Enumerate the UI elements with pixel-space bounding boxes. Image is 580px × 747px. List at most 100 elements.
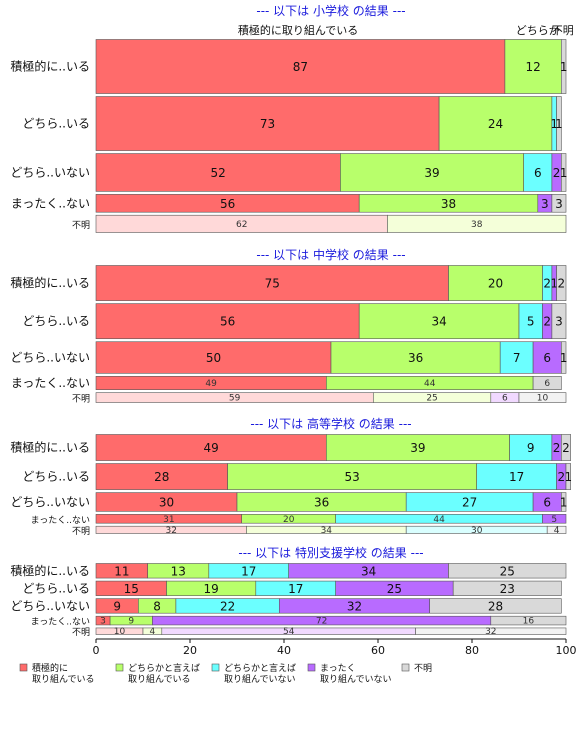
data-label: 1 [560, 351, 568, 365]
category-label: まったく..ない [11, 196, 90, 210]
data-label: 32 [485, 627, 496, 637]
data-label: 17 [288, 582, 303, 596]
data-label: 52 [211, 166, 226, 180]
bar-segment [95, 39, 506, 94]
data-label: 9 [113, 599, 121, 613]
bar-segment [452, 580, 562, 596]
category-label: 積極的に..いる [10, 440, 90, 455]
data-label: 72 [316, 617, 327, 627]
legend-swatch [211, 663, 220, 672]
data-label: 39 [424, 166, 439, 180]
category-label: どちら..いない [10, 495, 90, 509]
panel-title-2: --- 以下は 高等学校 の結果 --- [250, 416, 411, 431]
data-label: 20 [488, 277, 503, 291]
data-label: 20 [283, 515, 295, 525]
data-label: 23 [500, 582, 515, 596]
x-tick-label: 60 [371, 644, 385, 657]
data-label: 62 [236, 220, 247, 230]
data-label: 25 [387, 582, 402, 596]
legend-label: まったく [320, 663, 356, 674]
data-label: 19 [204, 582, 219, 596]
data-label: 56 [220, 197, 235, 211]
legend-label: どちらかと言えば [128, 662, 200, 674]
data-label: 59 [229, 394, 241, 404]
data-label: 9 [527, 441, 535, 455]
data-label: 32 [347, 599, 362, 613]
data-label: 6 [502, 394, 508, 404]
data-label: 7 [513, 351, 521, 365]
bar-segment [95, 434, 327, 461]
bar-segment [542, 514, 567, 524]
data-label: 25 [426, 394, 437, 404]
top-annotation: どちらか [516, 24, 560, 37]
data-label: 5 [527, 315, 535, 329]
data-label: 44 [424, 379, 436, 389]
data-label: 10 [537, 394, 549, 404]
category-label: どちら..いる [22, 314, 90, 328]
bar-segment [490, 615, 567, 626]
category-label: どちら..いる [22, 581, 90, 595]
data-label: 1 [555, 117, 563, 131]
data-label: 6 [543, 351, 551, 365]
bar-segment [330, 341, 501, 374]
data-label: 30 [471, 526, 483, 536]
bar-segment [556, 96, 562, 151]
data-label: 34 [431, 315, 446, 329]
data-label: 28 [488, 599, 503, 613]
data-label: 24 [488, 117, 503, 131]
data-label: 6 [534, 166, 542, 180]
data-label: 3 [555, 315, 563, 329]
data-label: 17 [241, 564, 256, 578]
category-label: 不明 [72, 220, 90, 231]
bar-segment [476, 463, 557, 490]
bar-segment [95, 153, 341, 192]
data-label: 49 [204, 441, 219, 455]
legend-label: 取り組んでいない [320, 673, 392, 685]
data-label: 3 [541, 197, 549, 211]
bar-segment [504, 39, 562, 94]
data-label: 6 [544, 379, 550, 389]
bar-segment [448, 265, 543, 301]
data-label: 32 [165, 526, 176, 536]
top-annotation: 不明 [552, 24, 574, 37]
bar-segment [499, 341, 534, 374]
legend-swatch [19, 663, 28, 672]
bar-segment [532, 376, 562, 390]
data-label: 25 [500, 564, 515, 578]
data-label: 10 [114, 627, 126, 637]
data-label: 3 [100, 617, 106, 627]
bar-segment [415, 627, 567, 635]
data-label: 6 [543, 495, 551, 509]
category-label: どちら..いる [22, 117, 90, 131]
panel-title-1: --- 以下は 中学校 の結果 --- [256, 247, 405, 262]
data-label: 30 [159, 495, 174, 509]
data-label: 2 [553, 166, 561, 180]
data-label: 13 [171, 564, 186, 578]
bar-segment [560, 341, 567, 374]
data-label: 38 [471, 220, 483, 230]
category-label: 積極的に..いる [10, 59, 90, 74]
bar-segment [565, 463, 571, 490]
bar-segment [560, 153, 567, 192]
data-label: 4 [150, 627, 156, 637]
data-label: 49 [205, 379, 217, 389]
data-label: 36 [314, 495, 329, 509]
data-label: 2 [543, 315, 551, 329]
bar-segment [95, 303, 360, 340]
data-label: 44 [433, 515, 445, 525]
bar-segment [518, 392, 567, 403]
category-label: どちら..いる [22, 470, 90, 484]
x-tick-label: 0 [93, 644, 100, 657]
bar-segment [358, 303, 520, 340]
data-label: 22 [220, 599, 235, 613]
data-label: 2 [557, 277, 565, 291]
data-label: 39 [410, 441, 425, 455]
category-label: 積極的に..いる [10, 563, 90, 578]
bar-segment [438, 96, 553, 151]
bar-segment [429, 598, 562, 614]
bar-segment [227, 463, 478, 490]
bar-segment [509, 434, 553, 461]
data-label: 5 [551, 515, 557, 525]
bar-segment [560, 492, 567, 512]
